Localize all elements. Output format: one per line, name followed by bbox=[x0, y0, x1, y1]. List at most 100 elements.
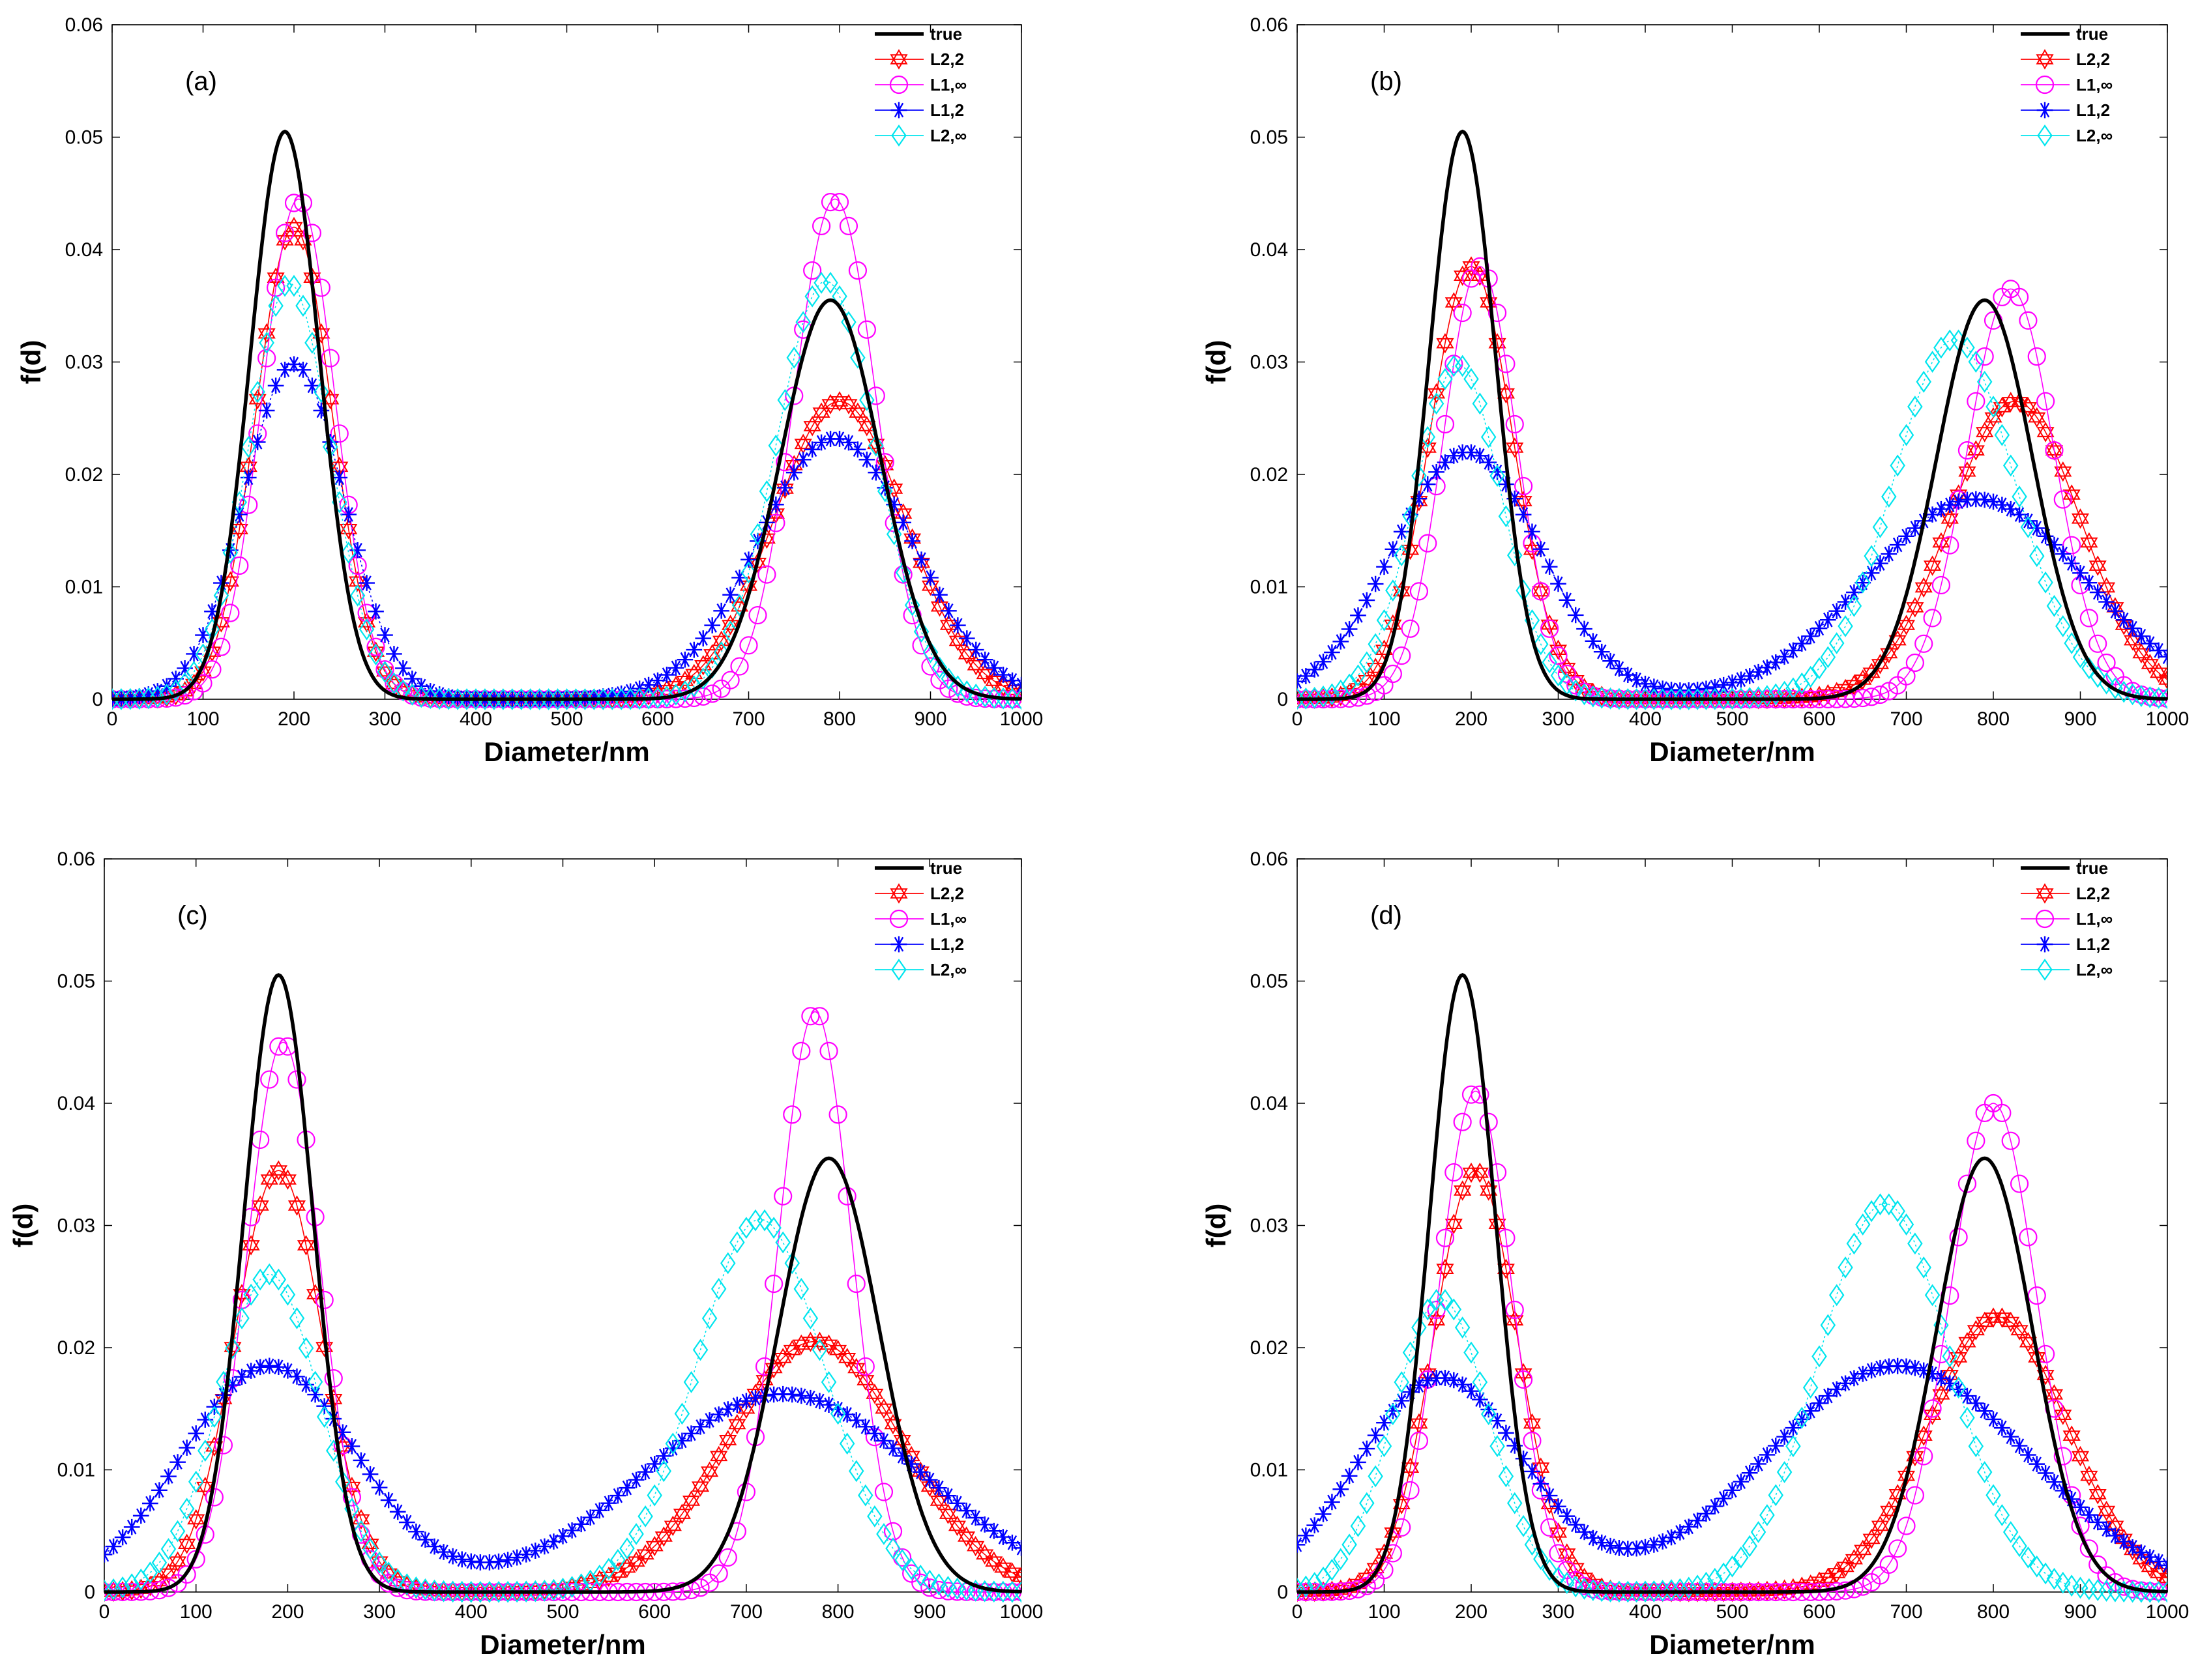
data-point bbox=[381, 1561, 396, 1584]
data-point bbox=[1802, 1402, 1819, 1419]
data-point bbox=[1889, 1357, 1906, 1374]
data-point bbox=[178, 1533, 196, 1554]
data-point bbox=[1854, 1539, 1872, 1561]
legend-marker bbox=[2037, 124, 2053, 147]
data-point bbox=[1410, 1413, 1428, 1434]
x-tick-label: 500 bbox=[1716, 708, 1748, 730]
x-tick-label: 800 bbox=[1977, 1601, 2010, 1623]
data-point bbox=[1549, 1544, 1568, 1563]
data-point bbox=[1428, 392, 1444, 415]
data-point bbox=[1385, 1403, 1401, 1425]
data-point bbox=[656, 1460, 672, 1483]
data-point bbox=[1315, 1506, 1332, 1522]
data-point bbox=[1837, 594, 1854, 610]
data-point bbox=[286, 356, 302, 373]
data-point bbox=[1368, 1465, 1383, 1488]
data-point bbox=[812, 1393, 828, 1410]
data-point bbox=[1445, 1372, 1462, 1389]
data-point bbox=[1628, 1540, 1645, 1557]
data-point bbox=[1994, 497, 2010, 514]
y-axis-label: f(d) bbox=[16, 340, 46, 384]
data-point bbox=[783, 1105, 802, 1124]
legend-marker bbox=[889, 75, 909, 94]
data-point bbox=[748, 605, 767, 625]
data-point bbox=[1846, 1232, 1862, 1255]
data-point bbox=[1297, 1578, 1305, 1600]
data-point bbox=[2071, 1445, 2090, 1467]
data-point bbox=[1828, 603, 1845, 620]
data-point bbox=[2019, 1228, 2038, 1247]
data-point bbox=[1768, 683, 1783, 706]
data-point bbox=[335, 1470, 351, 1493]
data-point bbox=[1409, 1431, 1428, 1450]
data-point bbox=[1863, 1362, 1880, 1379]
legend-marker bbox=[2036, 936, 2053, 953]
data-point bbox=[334, 1424, 351, 1441]
data-point bbox=[158, 684, 175, 706]
data-point bbox=[287, 1195, 306, 1216]
data-point bbox=[2123, 682, 2142, 701]
data-point bbox=[313, 402, 330, 419]
data-point bbox=[1463, 1383, 1480, 1400]
data-point bbox=[877, 480, 893, 502]
x-tick-label: 400 bbox=[460, 708, 492, 730]
data-point bbox=[1359, 1492, 1375, 1514]
legend-label: L2,2 bbox=[2076, 50, 2110, 69]
data-point bbox=[1453, 303, 1472, 323]
data-point bbox=[768, 496, 784, 513]
data-point bbox=[298, 1376, 314, 1393]
data-point bbox=[243, 1283, 259, 1306]
data-point bbox=[967, 1535, 985, 1557]
x-tick-label: 400 bbox=[1629, 708, 1662, 730]
x-tick-label: 700 bbox=[732, 708, 765, 730]
y-tick-label: 0.01 bbox=[1250, 1460, 1288, 1481]
data-point bbox=[1472, 1391, 1488, 1408]
data-point bbox=[268, 295, 284, 317]
data-point bbox=[123, 1518, 140, 1535]
data-point bbox=[654, 1526, 673, 1547]
data-point bbox=[307, 1386, 323, 1403]
data-point bbox=[1993, 1307, 2011, 1328]
data-point bbox=[2038, 571, 2053, 594]
data-point bbox=[278, 1169, 297, 1190]
data-point bbox=[2020, 1546, 2036, 1569]
data-point bbox=[377, 661, 393, 683]
data-point bbox=[2160, 1581, 2167, 1603]
data-point bbox=[2124, 620, 2141, 637]
data-point bbox=[1976, 1402, 1993, 1419]
x-tick-label: 900 bbox=[914, 708, 946, 730]
data-point bbox=[1905, 1486, 1924, 1505]
data-point bbox=[868, 434, 884, 457]
series-true bbox=[1297, 973, 2167, 1594]
data-point bbox=[1802, 665, 1819, 688]
data-point bbox=[1759, 659, 1776, 676]
data-point bbox=[1619, 667, 1636, 683]
data-point bbox=[664, 1440, 681, 1456]
data-point bbox=[931, 1479, 947, 1496]
legend-marker bbox=[2036, 102, 2053, 119]
x-tick-label: 300 bbox=[1542, 1601, 1574, 1623]
data-point bbox=[594, 688, 611, 704]
data-point bbox=[261, 1263, 277, 1286]
x-tick-label: 400 bbox=[455, 1601, 488, 1623]
y-tick-label: 0.02 bbox=[1250, 464, 1288, 485]
data-point bbox=[395, 660, 411, 676]
data-point bbox=[1776, 648, 1793, 665]
data-point bbox=[1524, 1463, 1540, 1480]
data-point bbox=[1880, 1500, 1898, 1522]
data-point bbox=[886, 523, 902, 545]
data-point bbox=[1819, 1567, 1837, 1588]
data-point bbox=[1881, 545, 1898, 562]
data-point bbox=[1576, 620, 1592, 637]
data-point bbox=[240, 469, 257, 486]
data-point bbox=[362, 1538, 378, 1560]
data-point bbox=[1471, 1085, 1489, 1104]
data-point bbox=[297, 1235, 315, 1256]
legend-marker bbox=[889, 909, 909, 929]
data-point bbox=[1324, 1494, 1340, 1511]
legend-marker bbox=[890, 883, 908, 904]
data-point bbox=[321, 349, 340, 368]
data-point bbox=[939, 1503, 958, 1524]
data-point bbox=[582, 1509, 599, 1526]
data-point bbox=[876, 1523, 892, 1545]
